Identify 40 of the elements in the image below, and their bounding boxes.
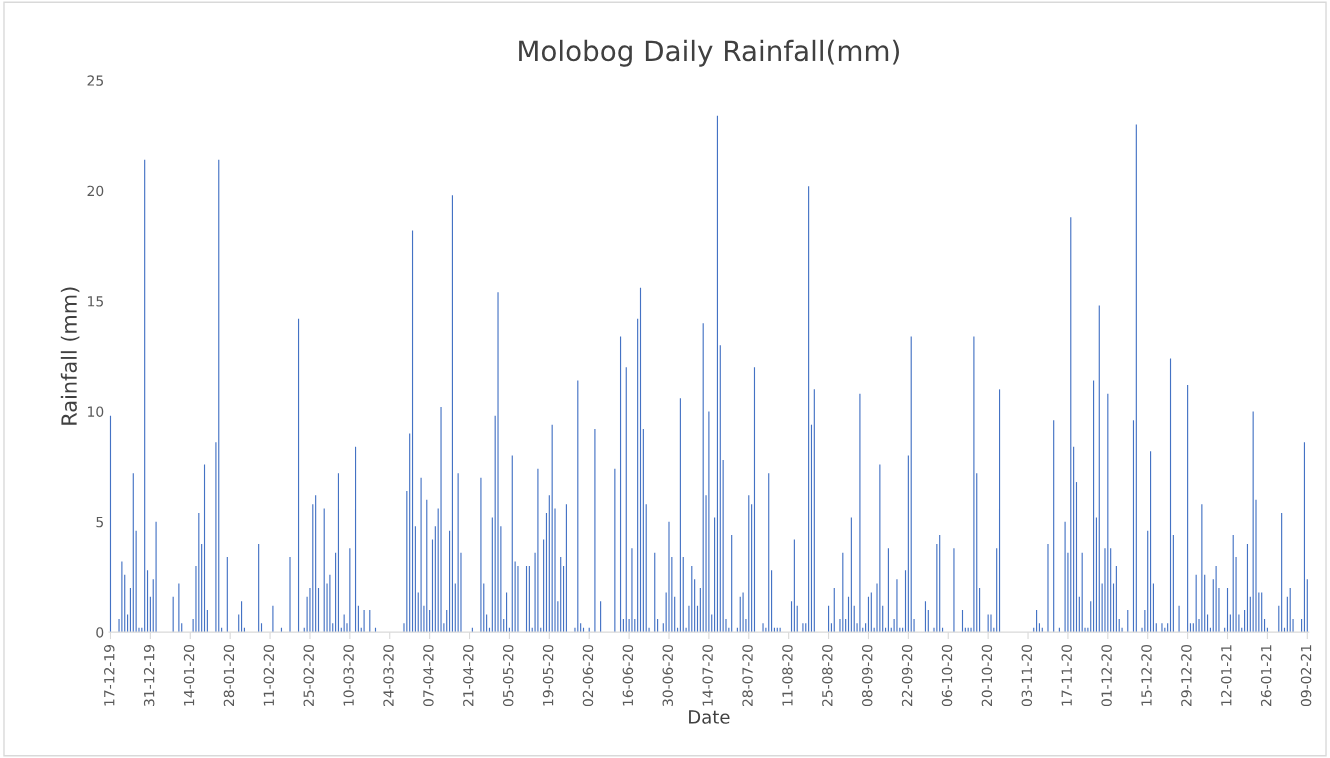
x-tick-label: 16-06-20 <box>622 644 634 706</box>
x-tick-label: 15-12-20 <box>1141 644 1152 706</box>
y-tick-label: 15 <box>88 296 103 307</box>
x-tick-label: 03-11-20 <box>1021 644 1033 707</box>
x-tick-label: 17-11-20 <box>1061 644 1072 706</box>
x-tick-label: 14-07-20 <box>702 644 713 706</box>
x-tick-label: 21-04-20 <box>463 644 474 706</box>
x-tick-label: 10-03-20 <box>343 644 354 706</box>
x-tick-label: 07-04-20 <box>423 644 434 707</box>
y-axis-title: Rainfall (mm) <box>60 287 80 425</box>
x-tick-label: 11-02-20 <box>263 644 275 706</box>
x-tick-label: 29-12-20 <box>1181 644 1192 706</box>
x-tick-label: 25-02-20 <box>303 644 314 706</box>
x-axis-title: Date <box>689 710 730 724</box>
x-tick-label: 06-10-20 <box>941 644 953 707</box>
x-tick-label: 20-10-20 <box>981 644 993 706</box>
y-tick-label: 10 <box>88 406 104 417</box>
x-tick-label: 01-12-20 <box>1101 644 1112 707</box>
y-tick-label: 25 <box>87 75 103 86</box>
x-tick-label: 14-01-20 <box>183 644 195 706</box>
x-tick-label: 28-01-20 <box>223 644 235 706</box>
y-tick-label: 20 <box>87 185 104 197</box>
x-tick-label: 25-08-20 <box>822 644 833 706</box>
x-tick-label: 11-08-20 <box>782 644 793 706</box>
x-tick-label: 31-12-19 <box>143 644 155 706</box>
x-tick-label: 12-01-21 <box>1221 645 1232 706</box>
x-tick-label: 24-03-20 <box>383 644 394 706</box>
x-tick-label: 22-09-20 <box>901 644 913 706</box>
x-tick-label: 08-09-20 <box>861 644 873 707</box>
chart-title: Molobog Daily Rainfall(mm) <box>519 39 899 67</box>
x-tick-label: 19-05-20 <box>542 644 554 706</box>
x-tick-label: 02-06-20 <box>582 644 594 707</box>
x-tick-label: 09-02-21 <box>1300 645 1312 707</box>
x-tick-label: 26-01-21 <box>1260 645 1272 706</box>
y-tick-label: 0 <box>96 627 104 638</box>
x-tick-label: 30-06-20 <box>662 644 674 706</box>
x-tick-label: 17-12-19 <box>104 644 115 706</box>
x-tick-label: 28-07-20 <box>742 644 753 706</box>
x-tick-label: 05-05-20 <box>502 644 514 707</box>
y-tick-label: 5 <box>96 516 103 528</box>
